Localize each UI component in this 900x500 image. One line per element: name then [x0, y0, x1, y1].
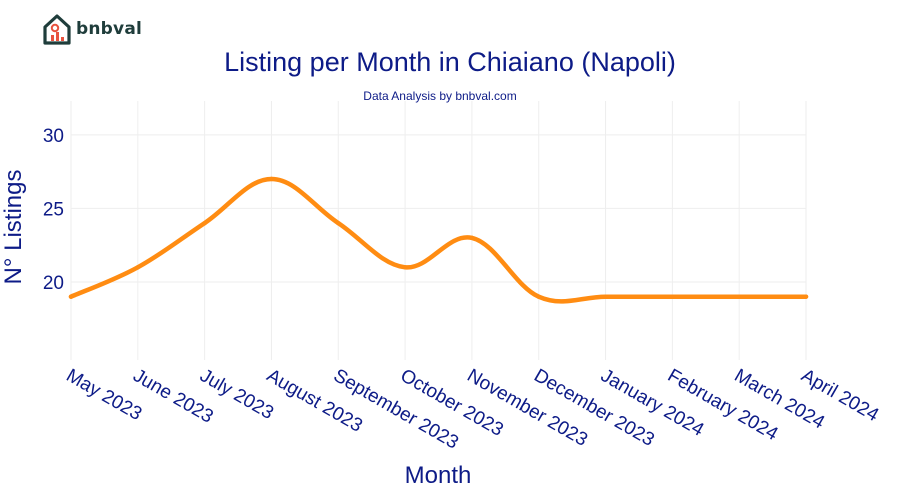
data-point: [603, 294, 608, 299]
data-point: [469, 235, 475, 241]
data-point: [202, 220, 207, 226]
data-point: [68, 294, 74, 299]
brand-name: bnbval: [76, 19, 143, 39]
chart-title: Listing per Month in Chiaiano (Napoli): [224, 47, 676, 77]
data-points: [68, 176, 809, 299]
data-point: [670, 294, 675, 299]
x-axis-label: Month: [405, 462, 472, 489]
data-point: [402, 265, 408, 270]
y-axis-ticks: 20 25 30: [43, 126, 64, 294]
brand-logo: bnbval: [42, 13, 142, 45]
data-point: [736, 294, 742, 299]
data-point: [536, 294, 541, 299]
x-tick-label: May 2023: [63, 365, 146, 425]
gridlines: [70, 101, 807, 360]
y-tick-label: 30: [43, 126, 64, 147]
series-line-listings: [68, 176, 809, 304]
x-tick-label: February 2024: [664, 365, 782, 445]
data-point: [336, 220, 341, 226]
y-axis-label: N° Listings: [0, 170, 27, 285]
y-tick-label: 25: [43, 199, 64, 220]
data-point: [803, 294, 809, 299]
chart-subtitle: Data Analysis by bnbval.com: [363, 89, 516, 103]
data-point: [269, 176, 274, 182]
data-point: [135, 265, 141, 270]
y-tick-label: 20: [43, 273, 64, 294]
house-chart-icon: [43, 14, 71, 45]
